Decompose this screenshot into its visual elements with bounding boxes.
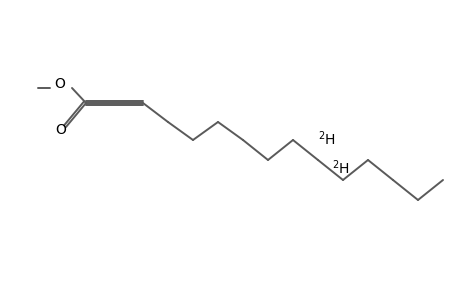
Text: $^{2}$H: $^{2}$H <box>317 129 335 148</box>
Text: O: O <box>55 77 65 91</box>
Text: O: O <box>56 123 66 137</box>
Text: $^{2}$H: $^{2}$H <box>331 158 349 177</box>
